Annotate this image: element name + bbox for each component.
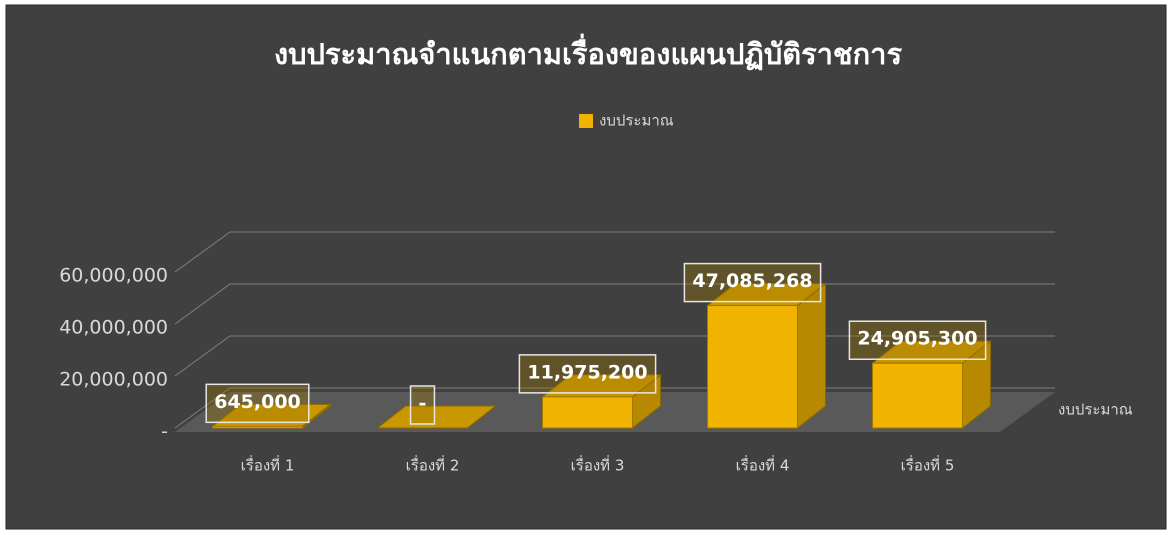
value-label-box — [409, 385, 436, 425]
x-tick-label: เรื่องที่ 2 — [406, 455, 460, 475]
legend-swatch — [579, 114, 593, 128]
value-label-box — [518, 354, 657, 394]
value-label: 24,905,300 — [857, 328, 977, 350]
y-tick-label: 60,000,000 — [59, 265, 168, 287]
bar — [542, 396, 633, 429]
bar-side — [797, 282, 826, 430]
y-tick-label: 40,000,000 — [59, 317, 168, 339]
chart-area — [5, 4, 1167, 530]
x-tick-label: เรื่องที่ 1 — [241, 455, 295, 475]
value-label: 47,085,268 — [692, 270, 812, 292]
bar — [872, 362, 963, 429]
y-tick-label: - — [161, 421, 168, 443]
x-tick-label: เรื่องที่ 5 — [901, 455, 955, 475]
x-tick-label: เรื่องที่ 3 — [571, 455, 625, 475]
legend-label: งบประมาณ — [599, 112, 674, 130]
value-label-box — [205, 383, 310, 424]
value-label: 11,975,200 — [527, 361, 647, 383]
value-label-box — [848, 320, 987, 360]
value-label: - — [419, 393, 427, 415]
value-label: 645,000 — [214, 391, 301, 413]
chart-title: งบประมาณจำแนกตามเรื่องของแผนปฏิบัติราชกา… — [274, 33, 902, 71]
bar — [212, 425, 303, 429]
y-tick-label: 20,000,000 — [59, 369, 168, 391]
depth-axis-label: งบประมาณ — [1058, 401, 1133, 419]
grid-line — [174, 231, 1055, 273]
bar-top — [376, 405, 497, 429]
x-tick-label: เรื่องที่ 4 — [736, 455, 790, 475]
value-label-box — [683, 262, 822, 303]
bar — [707, 305, 798, 429]
